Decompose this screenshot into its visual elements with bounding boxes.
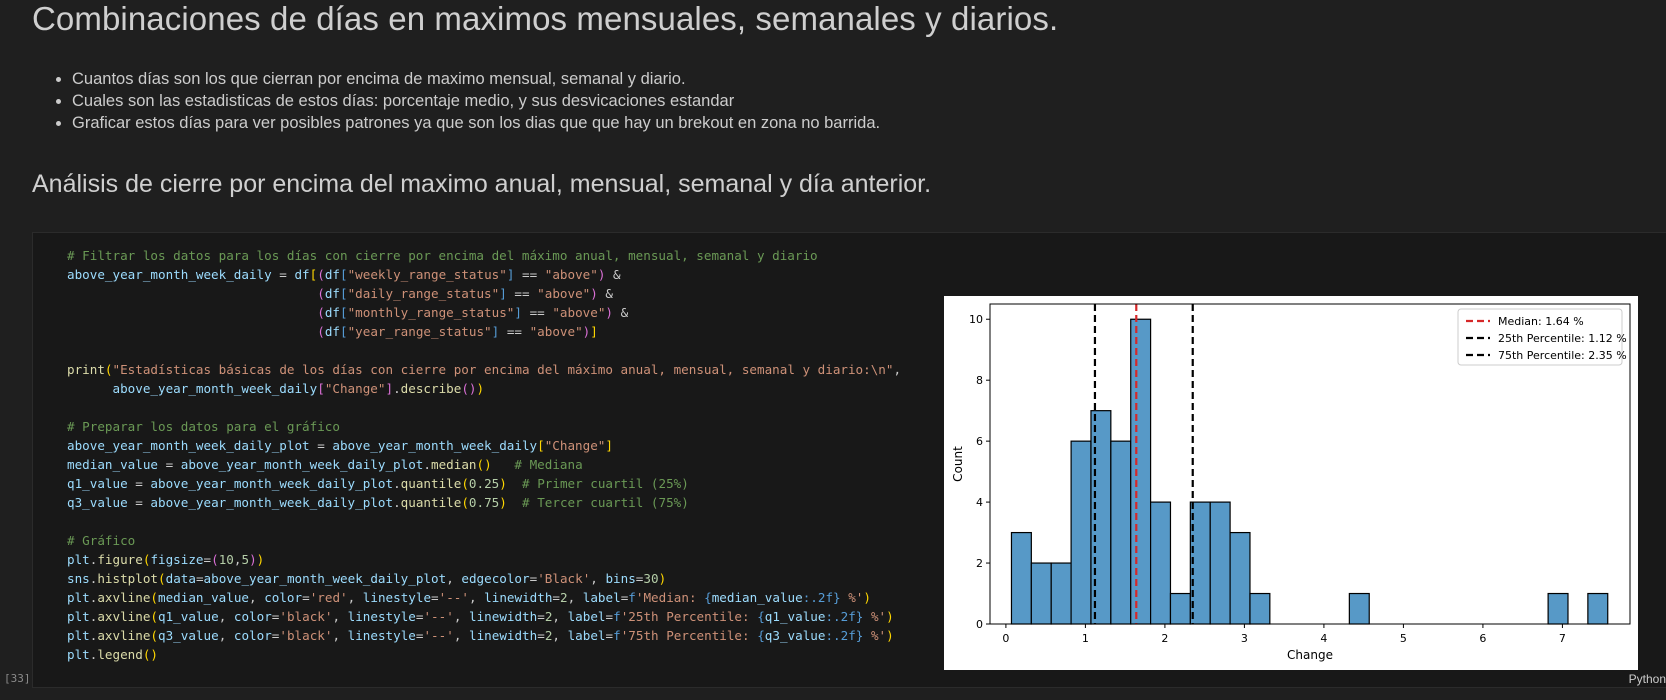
legend-entry: 75th Percentile: 2.35 % xyxy=(1498,349,1627,362)
x-tick-label: 3 xyxy=(1241,632,1248,645)
histogram-output: 0 1 2 3 4 5 6 7 0 2 4 6 8 10 Change Count Median: 1.64 %… xyxy=(944,296,1638,670)
x-axis-label: Change xyxy=(1287,648,1333,662)
histogram-bar xyxy=(1547,592,1569,625)
notebook-heading-2: Análisis de cierre por encima del maximo… xyxy=(32,170,932,198)
histogram-bar xyxy=(1010,531,1032,625)
histogram-bar xyxy=(1149,501,1172,625)
y-tick-label: 4 xyxy=(976,496,983,509)
x-tick-label: 5 xyxy=(1400,632,1407,645)
legend-entry: 25th Percentile: 1.12 % xyxy=(1498,332,1627,345)
y-tick-label: 2 xyxy=(976,557,983,570)
y-tick-label: 10 xyxy=(969,313,983,326)
legend-box xyxy=(1457,308,1623,366)
y-axis-label: Count xyxy=(951,446,965,482)
code-editor[interactable]: # Filtrar los datos para los días con ci… xyxy=(67,248,902,662)
notebook-heading-1: Combinaciones de días en maximos mensual… xyxy=(32,0,1059,37)
histogram-bar xyxy=(1070,440,1092,625)
histogram-bar xyxy=(1229,531,1251,625)
histogram-bar xyxy=(1587,592,1609,625)
histogram-bar xyxy=(1130,318,1152,625)
histogram-bar xyxy=(1050,562,1072,625)
list-item: Graficar estos días para ver posibles pa… xyxy=(72,112,880,134)
histogram-bar xyxy=(1348,592,1370,625)
list-item: Cuantos días son los que cierran por enc… xyxy=(72,68,880,90)
y-tick-label: 0 xyxy=(976,618,983,631)
x-tick-label: 2 xyxy=(1161,632,1168,645)
execution-count: [33] xyxy=(4,672,31,685)
histogram-bar xyxy=(1110,440,1132,625)
histogram-svg: 0 1 2 3 4 5 6 7 0 2 4 6 8 10 Change Count Median: 1.64 %… xyxy=(951,303,1631,662)
y-tick-label: 6 xyxy=(976,435,983,448)
bullet-list: Cuantos días son los que cierran por enc… xyxy=(48,68,880,134)
histogram-bar xyxy=(1209,501,1231,625)
histogram-bar xyxy=(1169,592,1191,625)
x-tick-label: 0 xyxy=(1002,632,1009,645)
histogram-bar xyxy=(1249,592,1271,625)
x-tick-label: 1 xyxy=(1082,632,1089,645)
x-tick-label: 4 xyxy=(1320,632,1327,645)
y-tick-label: 8 xyxy=(976,374,983,387)
list-item: Cuales son las estadisticas de estos día… xyxy=(72,90,880,112)
histogram-bar xyxy=(1030,562,1052,625)
x-tick-label: 7 xyxy=(1559,632,1566,645)
legend-entry: Median: 1.64 % xyxy=(1498,315,1584,328)
plot-frame xyxy=(989,303,1631,625)
cell-language-label[interactable]: Python xyxy=(1628,672,1666,686)
x-tick-label: 6 xyxy=(1479,632,1486,645)
